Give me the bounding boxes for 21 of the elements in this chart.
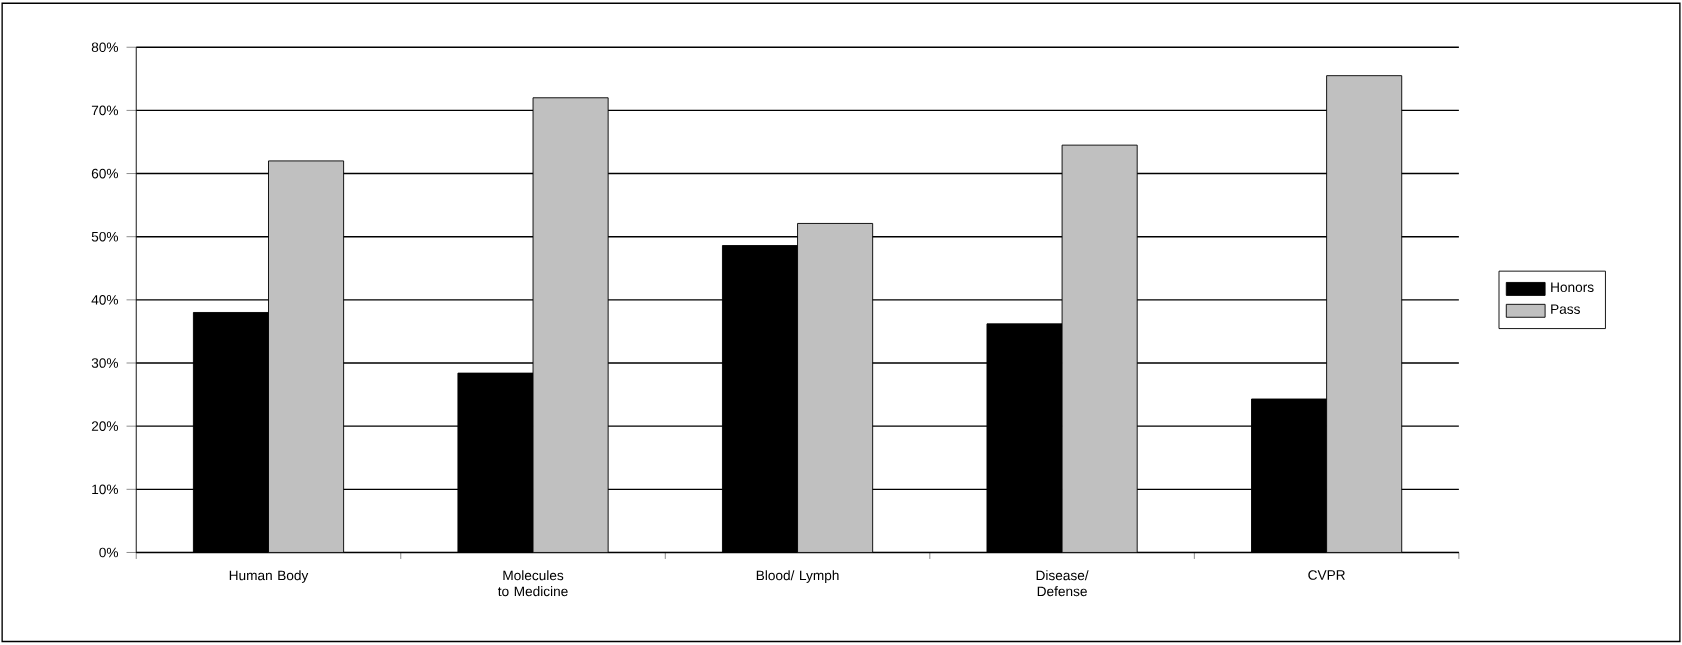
x-tick-label: Disease/ Defense: [1036, 570, 1089, 597]
y-tick-label: 30%: [91, 358, 119, 368]
legend-label: Honors: [1551, 282, 1594, 293]
bar: [268, 161, 344, 553]
y-tick-label: 70%: [91, 105, 119, 116]
y-tick-label: 10%: [92, 484, 119, 495]
legend-label: Pass: [1551, 304, 1580, 315]
x-tick-label: Blood/ Lymph: [756, 570, 839, 584]
x-tick-label: Human Body: [229, 570, 309, 584]
y-tick-label: 80%: [91, 42, 119, 53]
bar: [1326, 75, 1403, 553]
y-tick-label: 60%: [91, 168, 119, 179]
x-tick-label: CVPR: [1308, 570, 1345, 581]
bar: [1062, 145, 1138, 553]
bar: [797, 223, 873, 553]
x-tick-label: Molecules to Medicine: [497, 570, 568, 597]
bar: [533, 97, 609, 553]
y-tick-label: 50%: [91, 232, 119, 242]
y-tick-label: 0%: [99, 547, 119, 558]
y-tick-label: 40%: [91, 295, 119, 305]
y-tick-label: 20%: [91, 421, 119, 432]
